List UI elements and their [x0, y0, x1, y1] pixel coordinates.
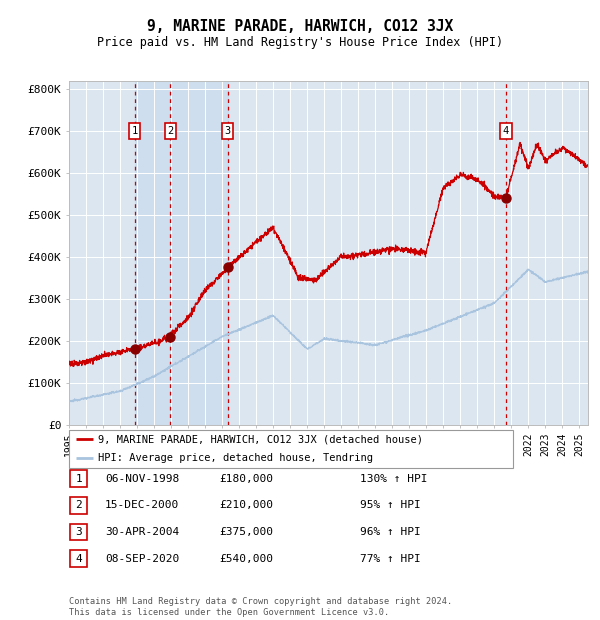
Text: 95% ↑ HPI: 95% ↑ HPI [360, 500, 421, 510]
FancyBboxPatch shape [70, 497, 87, 513]
Text: 4: 4 [75, 554, 82, 564]
Text: 15-DEC-2000: 15-DEC-2000 [105, 500, 179, 510]
FancyBboxPatch shape [70, 470, 87, 487]
Text: £180,000: £180,000 [219, 474, 273, 484]
Text: Contains HM Land Registry data © Crown copyright and database right 2024.
This d: Contains HM Land Registry data © Crown c… [69, 598, 452, 617]
Text: HPI: Average price, detached house, Tendring: HPI: Average price, detached house, Tend… [98, 453, 373, 464]
Text: Price paid vs. HM Land Registry's House Price Index (HPI): Price paid vs. HM Land Registry's House … [97, 36, 503, 48]
Text: 4: 4 [503, 126, 509, 136]
Text: 2: 2 [75, 500, 82, 510]
Text: 30-APR-2004: 30-APR-2004 [105, 527, 179, 537]
FancyBboxPatch shape [69, 430, 513, 468]
Text: £210,000: £210,000 [219, 500, 273, 510]
Text: £540,000: £540,000 [219, 554, 273, 564]
Text: 1: 1 [75, 474, 82, 484]
Text: 2: 2 [167, 126, 173, 136]
FancyBboxPatch shape [70, 523, 87, 540]
Text: 130% ↑ HPI: 130% ↑ HPI [360, 474, 427, 484]
FancyBboxPatch shape [70, 551, 87, 567]
Text: 08-SEP-2020: 08-SEP-2020 [105, 554, 179, 564]
Text: 3: 3 [224, 126, 231, 136]
Text: £375,000: £375,000 [219, 527, 273, 537]
Text: 9, MARINE PARADE, HARWICH, CO12 3JX (detached house): 9, MARINE PARADE, HARWICH, CO12 3JX (det… [98, 434, 423, 445]
Text: 77% ↑ HPI: 77% ↑ HPI [360, 554, 421, 564]
Text: 9, MARINE PARADE, HARWICH, CO12 3JX: 9, MARINE PARADE, HARWICH, CO12 3JX [147, 19, 453, 33]
Text: 3: 3 [75, 527, 82, 537]
Text: 1: 1 [131, 126, 137, 136]
Text: 06-NOV-1998: 06-NOV-1998 [105, 474, 179, 484]
Text: 96% ↑ HPI: 96% ↑ HPI [360, 527, 421, 537]
Bar [134, 81, 228, 425]
